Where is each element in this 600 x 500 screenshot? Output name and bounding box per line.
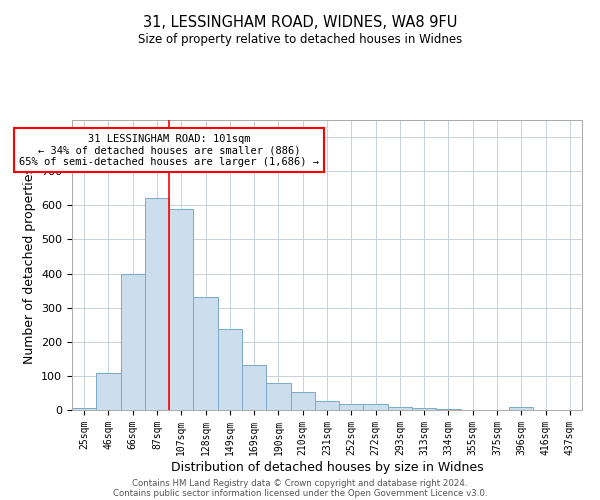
Bar: [242, 364, 266, 410]
Bar: [96, 374, 121, 410]
Bar: [339, 404, 364, 410]
Text: Contains public sector information licensed under the Open Government Licence v3: Contains public sector information licen…: [113, 488, 487, 498]
Bar: [412, 408, 436, 410]
Text: 31, LESSINGHAM ROAD, WIDNES, WA8 9FU: 31, LESSINGHAM ROAD, WIDNES, WA8 9FU: [143, 15, 457, 30]
Bar: [72, 408, 96, 410]
Text: Contains HM Land Registry data © Crown copyright and database right 2024.: Contains HM Land Registry data © Crown c…: [132, 478, 468, 488]
Bar: [145, 198, 169, 410]
Bar: [169, 208, 193, 410]
X-axis label: Distribution of detached houses by size in Widnes: Distribution of detached houses by size …: [170, 460, 484, 473]
Bar: [266, 384, 290, 410]
Bar: [388, 407, 412, 410]
Text: Size of property relative to detached houses in Widnes: Size of property relative to detached ho…: [138, 32, 462, 46]
Text: 31 LESSINGHAM ROAD: 101sqm
← 34% of detached houses are smaller (886)
65% of sem: 31 LESSINGHAM ROAD: 101sqm ← 34% of deta…: [19, 134, 319, 167]
Bar: [315, 402, 339, 410]
Bar: [218, 329, 242, 410]
Bar: [364, 404, 388, 410]
Bar: [509, 406, 533, 410]
Bar: [121, 274, 145, 410]
Bar: [193, 298, 218, 410]
Y-axis label: Number of detached properties: Number of detached properties: [23, 166, 35, 364]
Bar: [290, 392, 315, 410]
